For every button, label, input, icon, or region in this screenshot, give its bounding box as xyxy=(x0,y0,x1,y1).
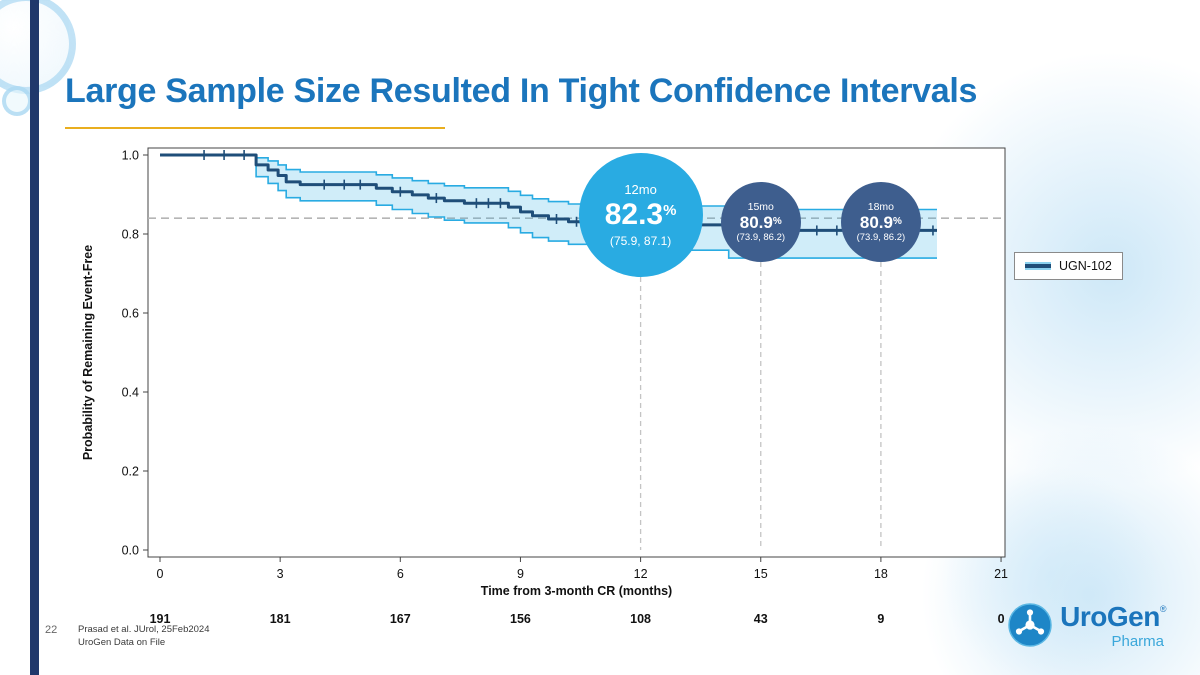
svg-text:191: 191 xyxy=(150,612,171,626)
svg-text:108: 108 xyxy=(630,612,651,626)
callout-15mo-value: 80.9% xyxy=(739,212,782,232)
legend-label-ugn102: UGN-102 xyxy=(1059,259,1112,273)
footnotes: Prasad et al. JUrol, 25Feb2024 UroGen Da… xyxy=(78,624,210,650)
page-title: Large Sample Size Resulted In Tight Conf… xyxy=(65,72,978,110)
svg-text:1.0: 1.0 xyxy=(122,149,139,163)
svg-text:0.6: 0.6 xyxy=(122,307,139,321)
callout-15mo-ci: (73.9, 86.2) xyxy=(736,232,786,244)
percent-sign: % xyxy=(772,215,782,227)
title-underline xyxy=(65,127,445,129)
callout-18mo: 18mo 80.9% (73.9, 86.2) xyxy=(840,182,921,262)
callout-12mo-value: 82.3% xyxy=(604,198,677,231)
svg-text:156: 156 xyxy=(510,612,531,626)
legend: UGN-102 xyxy=(1014,252,1123,280)
urogen-logo-text: UroGen® Pharma xyxy=(1060,601,1167,650)
svg-text:9: 9 xyxy=(517,567,524,581)
svg-text:6: 6 xyxy=(397,567,404,581)
footnote-reference: Prasad et al. JUrol, 25Feb2024 xyxy=(78,624,210,635)
registered-mark: ® xyxy=(1159,604,1167,614)
legend-line-marker xyxy=(1025,264,1051,268)
callout-15mo-timepoint: 15mo xyxy=(747,200,774,213)
svg-text:0.2: 0.2 xyxy=(122,465,139,479)
left-accent-bar xyxy=(30,0,39,675)
svg-text:181: 181 xyxy=(270,612,291,626)
callout-12mo-timepoint: 12mo xyxy=(624,182,657,197)
callout-18mo-timepoint: 18mo xyxy=(867,200,895,213)
svg-text:18: 18 xyxy=(874,567,888,581)
svg-text:0.4: 0.4 xyxy=(122,386,139,400)
svg-text:43: 43 xyxy=(754,612,768,626)
urogen-logo-icon xyxy=(1008,603,1052,647)
brand-name: UroGen® xyxy=(1060,601,1167,632)
page-number: 22 xyxy=(45,624,58,636)
svg-text:Time from 3-month CR (months): Time from 3-month CR (months) xyxy=(481,584,672,598)
callout-12mo-ci: (75.9, 87.1) xyxy=(609,234,672,248)
svg-text:0.0: 0.0 xyxy=(122,544,139,558)
callout-18mo-value: 80.9% xyxy=(859,212,902,232)
brand-subname: Pharma xyxy=(1111,633,1164,650)
percent-sign: % xyxy=(892,215,902,227)
callout-15mo: 15mo 80.9% (73.9, 86.2) xyxy=(720,182,801,262)
callout-18mo-ci: (73.9, 86.2) xyxy=(856,232,906,244)
svg-text:15: 15 xyxy=(754,567,768,581)
svg-text:3: 3 xyxy=(277,567,284,581)
callout-12mo: 12mo 82.3% (75.9, 87.1) xyxy=(578,153,703,277)
percent-sign: % xyxy=(663,202,677,219)
svg-text:0: 0 xyxy=(157,567,164,581)
footnote-data-on-file: UroGen Data on File xyxy=(78,636,166,648)
svg-text:167: 167 xyxy=(390,612,411,626)
svg-text:0: 0 xyxy=(998,612,1005,626)
svg-text:21: 21 xyxy=(994,567,1008,581)
svg-text:9: 9 xyxy=(877,612,884,626)
urogen-logo: UroGen® Pharma xyxy=(1008,601,1167,650)
svg-text:0.8: 0.8 xyxy=(122,228,139,242)
svg-text:12: 12 xyxy=(634,567,648,581)
svg-text:Probability of Remaining Event: Probability of Remaining Event-Free xyxy=(81,245,95,460)
